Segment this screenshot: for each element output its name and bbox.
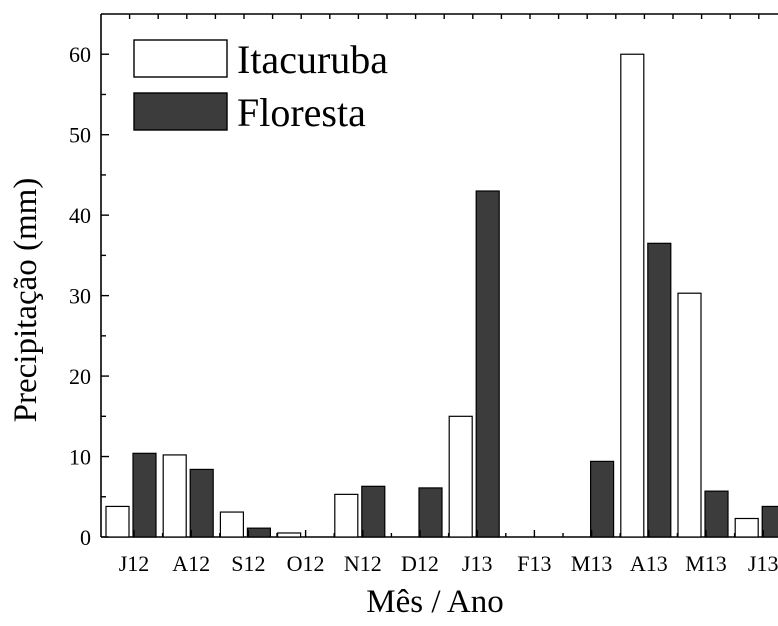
- bar-floresta-s12: [246, 527, 271, 538]
- bar-itacuruba-a12: [162, 454, 187, 538]
- bars: [105, 53, 778, 538]
- y-axis-title: Precipitação (mm): [8, 178, 44, 423]
- y-tick-label: 50: [69, 123, 91, 148]
- bar-itacuruba-j13: [448, 415, 473, 538]
- y-tick-label: 30: [69, 284, 91, 309]
- y-tick-label: 60: [69, 42, 91, 67]
- bar-floresta-j13: [761, 505, 778, 538]
- bar-floresta-a12: [189, 468, 214, 538]
- bar-floresta-m13: [704, 490, 729, 538]
- bar-floresta-a13: [647, 242, 672, 538]
- bar-floresta-n12: [361, 485, 386, 538]
- x-tick-label: N12: [344, 551, 382, 576]
- bar-floresta-d12: [418, 487, 443, 538]
- bar-itacuruba-o12: [277, 532, 302, 538]
- y-tick-label: 10: [69, 445, 91, 470]
- x-tick-label: J13: [748, 551, 778, 576]
- legend-swatch-itacuruba: [133, 39, 228, 78]
- bar-itacuruba-a13: [620, 53, 645, 538]
- x-tick-label: D12: [401, 551, 439, 576]
- bar-itacuruba-s12: [219, 511, 244, 538]
- x-tick-label: A12: [172, 551, 210, 576]
- bar-itacuruba-j12: [105, 505, 130, 538]
- bar-itacuruba-m13: [677, 292, 702, 538]
- bar-floresta-j13: [475, 190, 500, 538]
- y-tick-label: 0: [80, 525, 91, 550]
- x-tick-label: M13: [685, 551, 727, 576]
- x-tick-label: O12: [287, 551, 325, 576]
- x-tick-label: S12: [231, 551, 265, 576]
- x-axis: J12 A12 S12 O12 N12 D12 J13 F13 M13 A13 M13 J13: [119, 530, 778, 576]
- legend: Itacuruba Floresta: [133, 37, 388, 135]
- bar-floresta-m13: [589, 460, 615, 538]
- bar-floresta-j12: [132, 452, 157, 538]
- bar-itacuruba-n12: [334, 493, 359, 538]
- bar-itacuruba-j13: [734, 517, 759, 538]
- x-tick-label: J12: [119, 551, 150, 576]
- y-tick-label: 20: [69, 364, 91, 389]
- legend-label-floresta: Floresta: [237, 90, 366, 135]
- x-tick-label: A13: [630, 551, 668, 576]
- y-axis: 0 10 20 30 40 50 60: [69, 14, 760, 550]
- x-tick-label: F13: [517, 551, 551, 576]
- legend-label-itacuruba: Itacuruba: [237, 37, 388, 82]
- x-tick-label: M13: [571, 551, 613, 576]
- y-tick-label: 40: [69, 203, 91, 228]
- x-tick-label: J13: [462, 551, 493, 576]
- x-axis-title: Mês / Ano: [366, 584, 504, 620]
- legend-swatch-floresta: [133, 92, 228, 131]
